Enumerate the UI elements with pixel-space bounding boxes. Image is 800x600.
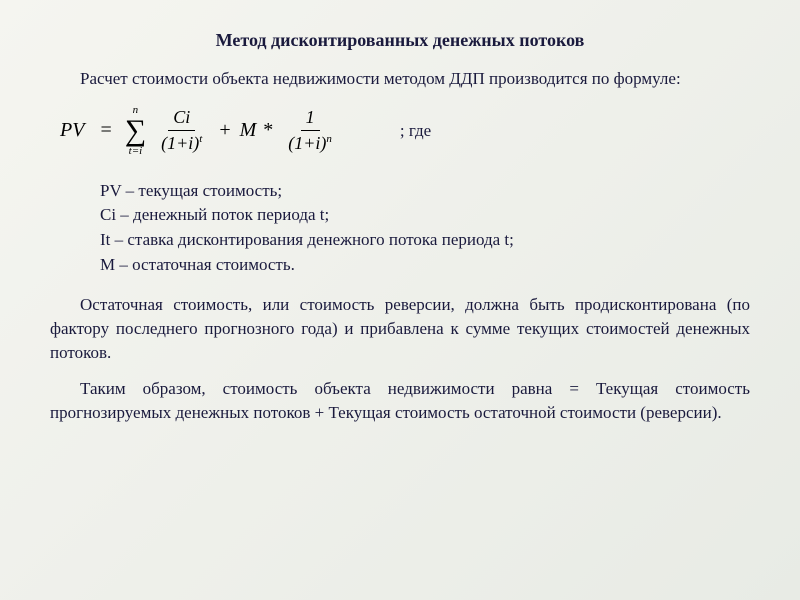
sum-lower: t=i xyxy=(129,146,143,157)
paragraph-1: Остаточная стоимость, или стоимость реве… xyxy=(50,293,750,364)
page-title: Метод дисконтированных денежных потоков xyxy=(50,30,750,51)
def-ci: Ci – денежный поток периода t; xyxy=(100,203,750,228)
frac1-den-exp: t xyxy=(199,133,202,145)
multiply-sign: * xyxy=(263,119,273,142)
definitions-block: PV – текущая стоимость; Ci – денежный по… xyxy=(100,179,750,278)
fraction-2: 1 (1+i)n xyxy=(283,108,337,154)
frac1-numerator: Ci xyxy=(168,108,195,131)
frac1-den-base: (1+i) xyxy=(161,133,199,153)
formula-row: PV = n ∑ t=i Ci (1+i)t + M * 1 (1+i)n ; … xyxy=(60,105,750,157)
m-term: M xyxy=(240,119,257,142)
summation: n ∑ t=i xyxy=(125,105,146,157)
sigma-icon: ∑ xyxy=(125,116,146,146)
def-pv: PV – текущая стоимость; xyxy=(100,179,750,204)
plus-sign: + xyxy=(219,119,230,142)
formula-lhs: PV xyxy=(60,119,84,142)
frac2-den-base: (1+i) xyxy=(288,133,326,153)
frac1-denominator: (1+i)t xyxy=(156,131,207,154)
fraction-1: Ci (1+i)t xyxy=(156,108,207,154)
equals-sign: = xyxy=(100,119,111,142)
frac2-denominator: (1+i)n xyxy=(283,131,337,154)
intro-paragraph: Расчет стоимости объекта недвижимости ме… xyxy=(50,67,750,91)
paragraph-2: Таким образом, стоимость объекта недвижи… xyxy=(50,377,750,425)
frac2-numerator: 1 xyxy=(301,108,320,131)
formula: PV = n ∑ t=i Ci (1+i)t + M * 1 (1+i)n xyxy=(60,105,340,157)
frac2-den-exp: n xyxy=(326,133,332,145)
where-label: ; где xyxy=(400,121,431,141)
def-m: M – остаточная стоимость. xyxy=(100,253,750,278)
def-it: It – ставка дисконтирования денежного по… xyxy=(100,228,750,253)
